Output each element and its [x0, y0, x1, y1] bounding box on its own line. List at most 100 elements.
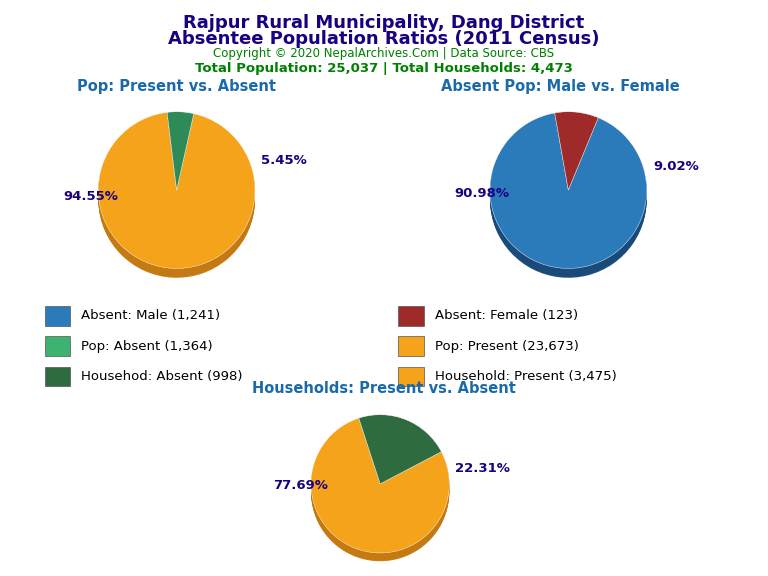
Wedge shape	[98, 115, 255, 271]
Wedge shape	[311, 422, 449, 556]
Wedge shape	[98, 117, 255, 273]
Wedge shape	[359, 419, 442, 488]
Wedge shape	[359, 422, 442, 491]
Wedge shape	[311, 425, 449, 560]
Wedge shape	[311, 420, 449, 555]
Text: Absent: Female (123): Absent: Female (123)	[435, 309, 578, 323]
Text: 94.55%: 94.55%	[63, 190, 118, 203]
Wedge shape	[359, 417, 442, 486]
Text: Copyright © 2020 NepalArchives.Com | Data Source: CBS: Copyright © 2020 NepalArchives.Com | Dat…	[214, 47, 554, 60]
Text: Househod: Absent (998): Househod: Absent (998)	[81, 370, 242, 383]
Wedge shape	[490, 118, 647, 273]
Wedge shape	[554, 116, 598, 195]
Wedge shape	[98, 115, 255, 271]
Wedge shape	[554, 112, 598, 191]
Wedge shape	[359, 418, 442, 487]
Wedge shape	[167, 116, 194, 194]
Text: Absent Pop: Male vs. Female: Absent Pop: Male vs. Female	[442, 79, 680, 94]
Wedge shape	[359, 420, 442, 490]
Wedge shape	[167, 112, 194, 190]
Wedge shape	[490, 120, 647, 275]
Text: Households: Present vs. Absent: Households: Present vs. Absent	[252, 381, 516, 396]
Wedge shape	[554, 113, 598, 192]
Wedge shape	[98, 119, 255, 275]
Wedge shape	[490, 122, 647, 278]
Wedge shape	[554, 112, 598, 190]
Wedge shape	[311, 418, 449, 553]
Wedge shape	[311, 423, 449, 558]
Text: Absent: Male (1,241): Absent: Male (1,241)	[81, 309, 220, 323]
Wedge shape	[311, 423, 449, 559]
Wedge shape	[98, 116, 255, 272]
Wedge shape	[98, 114, 255, 270]
Wedge shape	[167, 121, 194, 199]
Text: Absentee Population Ratios (2011 Census): Absentee Population Ratios (2011 Census)	[168, 30, 600, 48]
Text: 90.98%: 90.98%	[455, 188, 510, 200]
Wedge shape	[167, 118, 194, 196]
Text: Rajpur Rural Municipality, Dang District: Rajpur Rural Municipality, Dang District	[184, 14, 584, 32]
Wedge shape	[167, 115, 194, 193]
Text: 9.02%: 9.02%	[653, 160, 699, 173]
FancyBboxPatch shape	[45, 367, 70, 386]
Wedge shape	[311, 421, 449, 556]
Wedge shape	[554, 120, 598, 198]
Wedge shape	[98, 122, 255, 278]
Wedge shape	[98, 112, 255, 268]
Wedge shape	[490, 115, 647, 270]
Wedge shape	[359, 416, 442, 485]
FancyBboxPatch shape	[399, 336, 424, 356]
Text: Pop: Present vs. Absent: Pop: Present vs. Absent	[77, 79, 276, 94]
Wedge shape	[311, 419, 449, 554]
FancyBboxPatch shape	[399, 367, 424, 386]
Wedge shape	[311, 426, 449, 561]
Text: 5.45%: 5.45%	[261, 154, 307, 167]
Wedge shape	[359, 415, 442, 484]
Wedge shape	[490, 116, 647, 271]
Wedge shape	[490, 122, 647, 277]
Text: 77.69%: 77.69%	[273, 479, 328, 492]
Wedge shape	[98, 120, 255, 276]
Wedge shape	[554, 120, 598, 199]
Wedge shape	[359, 423, 442, 492]
Text: Total Population: 25,037 | Total Households: 4,473: Total Population: 25,037 | Total Househo…	[195, 62, 573, 75]
Wedge shape	[554, 119, 598, 197]
Text: Pop: Present (23,673): Pop: Present (23,673)	[435, 340, 578, 353]
Wedge shape	[167, 120, 194, 199]
Wedge shape	[167, 114, 194, 192]
Wedge shape	[490, 113, 647, 268]
Wedge shape	[167, 116, 194, 195]
Wedge shape	[167, 119, 194, 197]
Text: Pop: Absent (1,364): Pop: Absent (1,364)	[81, 340, 213, 353]
Wedge shape	[490, 119, 647, 274]
Wedge shape	[359, 422, 442, 491]
Wedge shape	[359, 419, 442, 488]
Wedge shape	[490, 113, 647, 269]
Wedge shape	[359, 418, 442, 487]
Wedge shape	[554, 114, 598, 192]
Wedge shape	[311, 422, 449, 557]
Wedge shape	[490, 119, 647, 275]
Wedge shape	[554, 115, 598, 193]
Wedge shape	[554, 121, 598, 199]
Wedge shape	[311, 426, 449, 560]
Wedge shape	[359, 421, 442, 490]
Wedge shape	[490, 115, 647, 271]
Wedge shape	[311, 425, 449, 559]
Wedge shape	[98, 113, 255, 269]
Wedge shape	[98, 119, 255, 275]
FancyBboxPatch shape	[45, 336, 70, 356]
Wedge shape	[554, 118, 598, 196]
Wedge shape	[167, 112, 194, 191]
Wedge shape	[167, 118, 194, 196]
Wedge shape	[167, 113, 194, 192]
Text: 22.31%: 22.31%	[455, 462, 510, 475]
Wedge shape	[311, 419, 449, 554]
Text: Household: Present (3,475): Household: Present (3,475)	[435, 370, 616, 383]
Wedge shape	[98, 118, 255, 274]
FancyBboxPatch shape	[45, 306, 70, 325]
Wedge shape	[490, 121, 647, 276]
Wedge shape	[554, 116, 598, 194]
Wedge shape	[167, 120, 194, 198]
Wedge shape	[359, 415, 442, 484]
Wedge shape	[98, 121, 255, 277]
